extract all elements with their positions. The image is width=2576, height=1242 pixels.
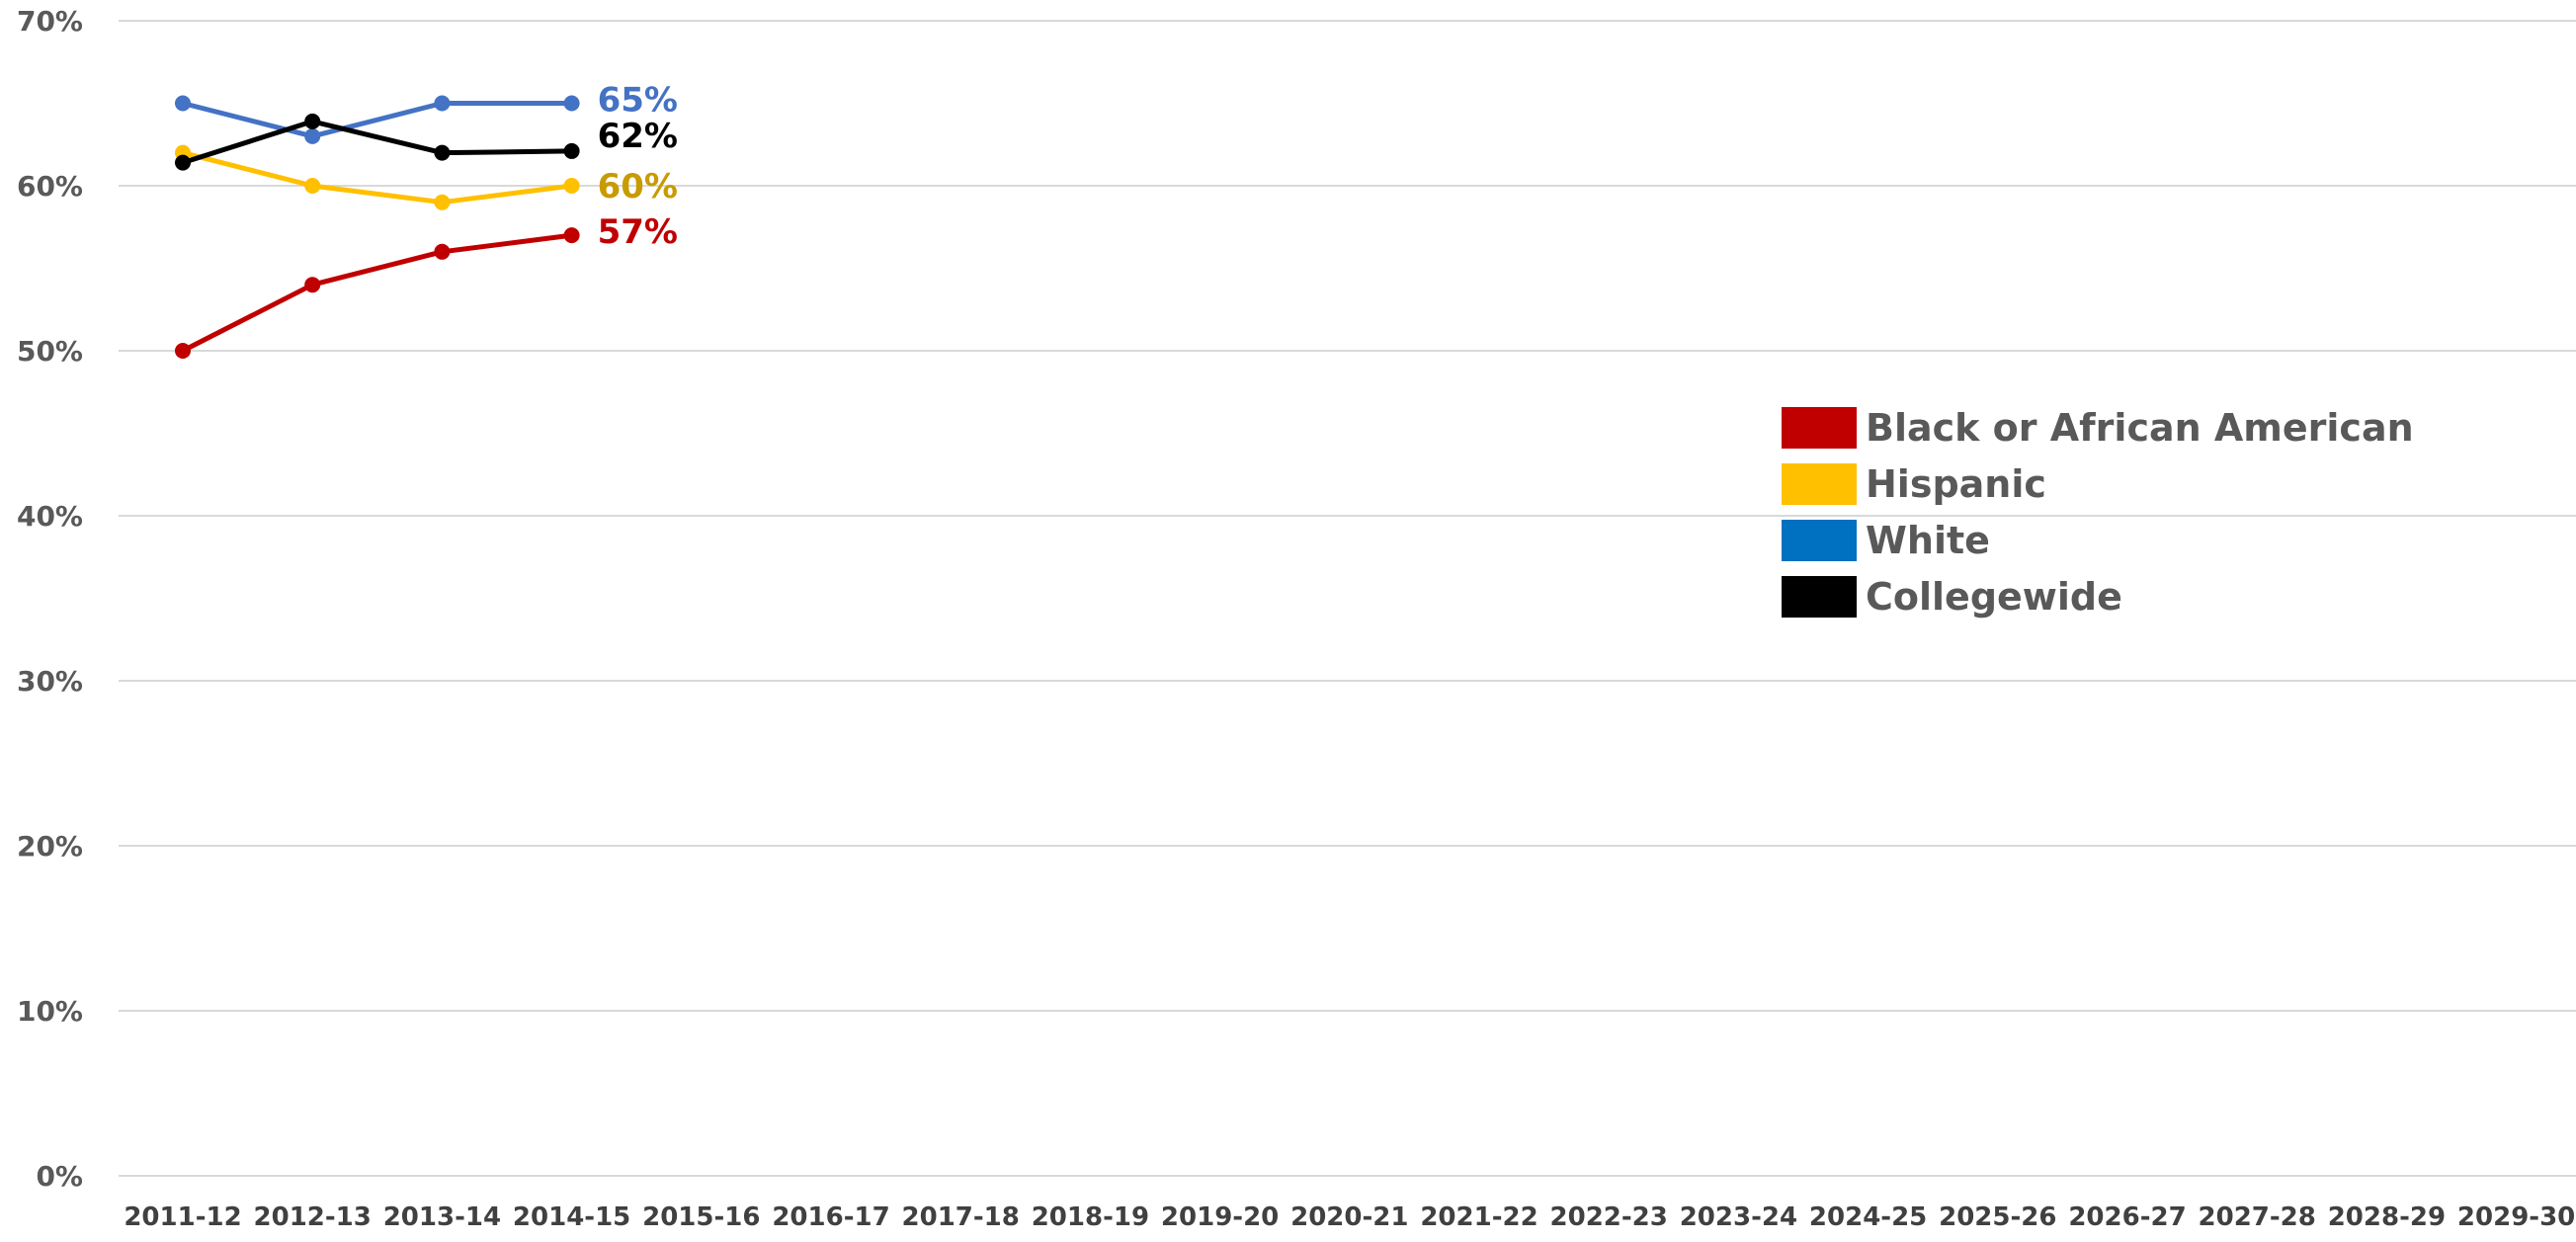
series-lines	[175, 95, 580, 359]
legend-item: Black or African American	[1782, 406, 2414, 450]
x-tick-label: 2026-27	[2068, 1202, 2186, 1232]
x-tick-label: 2019-20	[1161, 1202, 1279, 1232]
data-point	[563, 227, 580, 244]
legend-swatch	[1782, 576, 1857, 618]
x-tick-label: 2023-24	[1680, 1202, 1797, 1232]
data-point	[563, 178, 580, 194]
series-line	[182, 101, 572, 139]
x-tick-label: 2013-14	[383, 1202, 501, 1232]
y-tick-label: 30%	[17, 665, 83, 698]
data-point	[304, 127, 321, 144]
legend-item: Collegewide	[1782, 575, 2122, 619]
x-tick-label: 2016-17	[772, 1202, 889, 1232]
x-tick-label: 2028-29	[2328, 1202, 2446, 1232]
y-tick-label: 70%	[17, 5, 83, 38]
data-point	[175, 154, 191, 171]
legend-label: Black or African American	[1866, 406, 2414, 450]
data-point	[304, 277, 321, 293]
legend: Black or African American Hispanic White Co…	[1782, 406, 2414, 619]
series-white	[175, 95, 580, 144]
y-tick-label: 40%	[17, 500, 83, 533]
data-point	[175, 343, 191, 359]
x-tick-label: 2014-15	[513, 1202, 630, 1232]
x-tick-label: 2011-12	[124, 1202, 241, 1232]
x-tick-label: 2024-25	[1809, 1202, 1927, 1232]
legend-swatch	[1782, 520, 1857, 561]
data-point	[563, 95, 580, 112]
data-label: 65%	[598, 81, 678, 121]
legend-item: Hispanic	[1782, 462, 2046, 506]
x-tick-label: 2015-16	[642, 1202, 760, 1232]
data-label: 60%	[598, 167, 678, 207]
x-tick-label: 2012-13	[254, 1202, 372, 1232]
series-line	[182, 150, 572, 206]
y-tick-label: 50%	[17, 335, 83, 368]
data-label: 62%	[598, 117, 678, 156]
x-axis-tick-labels: 2011-12 2012-13 2013-14 2014-15 2015-16 2016-…	[124, 1202, 2575, 1232]
data-point	[434, 243, 451, 260]
x-tick-label: 2029-30	[2457, 1202, 2575, 1232]
series-hispanic	[175, 144, 580, 210]
series-line	[181, 232, 572, 354]
data-point	[434, 95, 451, 112]
x-tick-label: 2025-26	[1939, 1202, 2056, 1232]
series-line	[182, 119, 572, 166]
y-tick-label: 60%	[17, 170, 83, 203]
series-collegewide	[175, 113, 580, 171]
data-point	[175, 95, 191, 112]
legend-label: Collegewide	[1866, 575, 2122, 619]
legend-item: White	[1782, 519, 1990, 562]
data-point	[563, 142, 580, 159]
series-black-or-african-american	[175, 227, 580, 359]
x-tick-label: 2027-28	[2199, 1202, 2316, 1232]
y-tick-label: 0%	[36, 1160, 83, 1193]
data-point	[304, 178, 321, 194]
y-tick-label: 10%	[17, 995, 83, 1028]
x-tick-label: 2017-18	[902, 1202, 1020, 1232]
gridlines	[119, 20, 2576, 1177]
x-tick-label: 2018-19	[1032, 1202, 1149, 1232]
data-label: 57%	[598, 212, 678, 252]
data-point	[434, 144, 451, 161]
x-tick-label: 2022-23	[1550, 1202, 1668, 1232]
y-axis-tick-labels: 0% 10% 20% 30% 40% 50% 60% 70%	[17, 5, 83, 1193]
data-point	[304, 113, 321, 129]
legend-label: White	[1866, 519, 1990, 562]
x-tick-label: 2020-21	[1290, 1202, 1408, 1232]
legend-swatch	[1782, 407, 1857, 449]
legend-label: Hispanic	[1866, 462, 2046, 506]
y-tick-label: 20%	[17, 830, 83, 863]
legend-swatch	[1782, 463, 1857, 505]
x-tick-label: 2021-22	[1420, 1202, 1537, 1232]
data-point	[434, 194, 451, 210]
data-labels: 57% 60% 65%62%	[598, 81, 678, 253]
